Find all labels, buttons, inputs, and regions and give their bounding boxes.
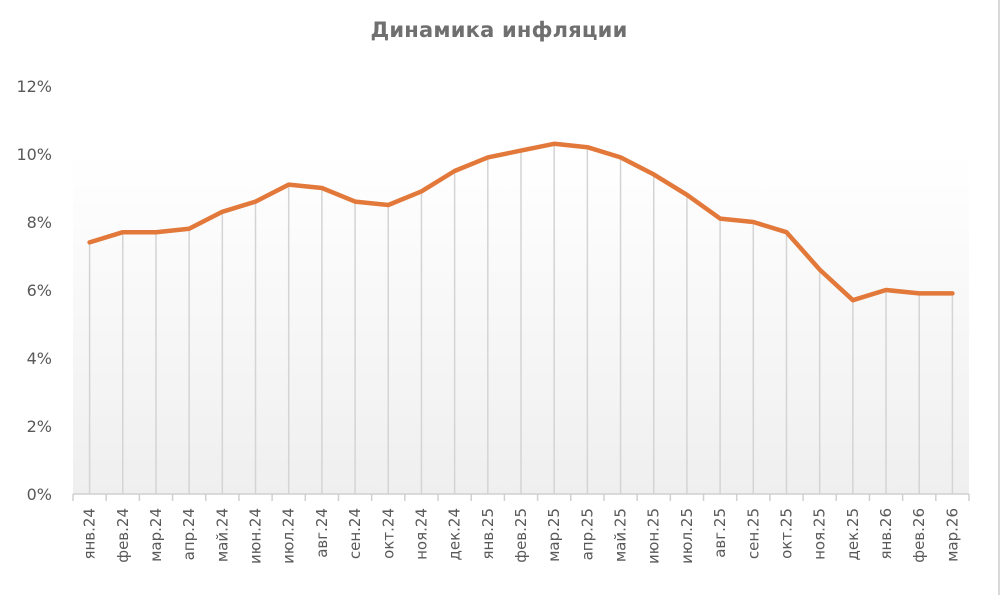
x-tick-label: июн.24 — [247, 508, 265, 564]
x-tick-label: фев.26 — [910, 508, 928, 563]
y-tick-label: 0% — [27, 485, 52, 504]
y-axis: 0% 2% 4% 6% 8% 10% 12% — [16, 77, 52, 504]
x-tick-label: мар.25 — [545, 508, 563, 562]
x-tick-label: май.24 — [213, 508, 231, 562]
y-tick-label: 10% — [16, 145, 52, 164]
x-tick-label: июл.25 — [678, 508, 696, 564]
x-tick-label: авг.25 — [711, 508, 729, 558]
x-tick-label: окт.25 — [777, 508, 795, 559]
x-tick-label: янв.26 — [877, 508, 895, 560]
x-tick-label: апр.25 — [578, 508, 596, 560]
x-tick-label: фев.24 — [114, 508, 132, 563]
y-tick-label: 6% — [27, 281, 52, 300]
x-tick-label: ноя.24 — [412, 508, 430, 560]
x-tick-label: мар.26 — [943, 508, 961, 562]
x-tick-label: апр.24 — [180, 508, 198, 560]
x-tick-label: окт.24 — [379, 508, 397, 559]
y-tick-label: 2% — [27, 417, 52, 436]
x-axis: янв.24 фев.24 мар.24 апр.24 май.24 июн.24 июл.… — [72, 493, 970, 564]
x-tick-label: май.25 — [612, 508, 630, 562]
drop-lines — [88, 143, 954, 494]
x-tick-label: дек.24 — [446, 508, 464, 561]
x-tick-label: ноя.25 — [811, 508, 829, 560]
x-tick-label: сен.25 — [744, 508, 762, 559]
inflation-line — [87, 141, 955, 303]
y-tick-label: 12% — [16, 77, 52, 96]
x-tick-label: июл.24 — [280, 508, 298, 564]
x-tick-label: авг.24 — [313, 508, 331, 558]
x-tick-label: янв.24 — [81, 508, 99, 560]
x-tick-label: дек.25 — [844, 508, 862, 561]
chart-title: Динамика инфляции — [370, 18, 628, 42]
y-tick-label: 8% — [27, 213, 52, 232]
x-tick-label: сен.24 — [346, 508, 364, 559]
x-tick-label: фев.25 — [512, 508, 530, 563]
x-tick-label: янв.25 — [479, 508, 497, 560]
y-tick-label: 4% — [27, 349, 52, 368]
x-tick-label: июн.25 — [645, 508, 663, 564]
x-tick-label: мар.24 — [147, 508, 165, 562]
